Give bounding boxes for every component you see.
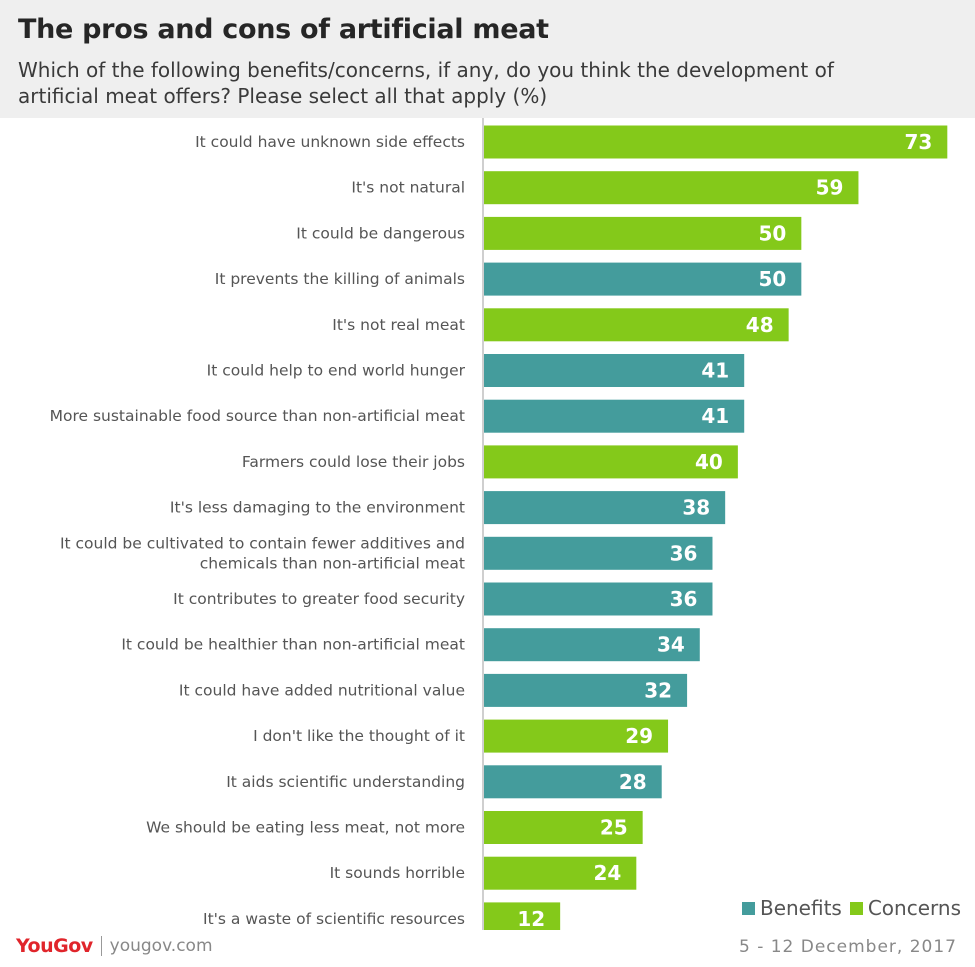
bar-concerns bbox=[484, 171, 859, 205]
category-label: It could be healthier than non-artificia… bbox=[121, 636, 465, 654]
bar-concerns bbox=[484, 811, 643, 844]
category-label: It sounds horrible bbox=[330, 864, 465, 882]
bar-value-label: 36 bbox=[670, 587, 698, 611]
bar-value-label: 41 bbox=[701, 404, 729, 428]
bar-value-label: 59 bbox=[816, 176, 844, 200]
bar-benefits bbox=[484, 765, 662, 799]
category-label: It's not natural bbox=[351, 179, 465, 197]
bar-concerns bbox=[484, 902, 561, 930]
bar-benefits bbox=[484, 536, 713, 570]
bar-value-label: 28 bbox=[619, 770, 647, 794]
yougov-logo: YouGov bbox=[16, 935, 93, 957]
bar-value-label: 38 bbox=[682, 496, 710, 520]
legend-label-benefits: Benefits bbox=[759, 896, 842, 920]
bar-concerns bbox=[484, 445, 738, 479]
bar-benefits bbox=[484, 262, 802, 296]
bar-value-label: 41 bbox=[701, 359, 729, 383]
category-label: We should be eating less meat, not more bbox=[146, 819, 465, 837]
category-label: It contributes to greater food security bbox=[173, 590, 465, 608]
category-label: More sustainable food source than non-ar… bbox=[50, 407, 465, 425]
bar-benefits bbox=[484, 582, 713, 616]
bar-benefits bbox=[484, 491, 726, 525]
fieldwork-date: 5 - 12 December, 2017 bbox=[738, 937, 957, 957]
chart-subtitle: Which of the following benefits/concerns… bbox=[18, 58, 834, 108]
category-label: It prevents the killing of animals bbox=[215, 270, 465, 288]
bar-benefits bbox=[484, 354, 745, 387]
category-label: It could be cultivated to contain fewer … bbox=[60, 534, 465, 572]
bar-value-label: 12 bbox=[517, 907, 545, 930]
category-label: It could have unknown side effects bbox=[195, 133, 465, 151]
legend-item-benefits: Benefits bbox=[741, 896, 842, 920]
chart-legend: Benefits Concerns bbox=[734, 896, 961, 920]
bar-benefits bbox=[484, 673, 688, 707]
category-label: It could help to end world hunger bbox=[207, 362, 466, 380]
bar-value-label: 29 bbox=[625, 724, 653, 748]
category-label: It's not real meat bbox=[332, 316, 465, 334]
bar-value-label: 34 bbox=[657, 633, 685, 657]
bar-value-label: 24 bbox=[593, 861, 621, 885]
bar-benefits bbox=[484, 628, 700, 662]
bar-value-label: 48 bbox=[746, 313, 774, 337]
brand-site: yougov.com bbox=[109, 936, 213, 956]
bar-concerns bbox=[484, 308, 789, 342]
bar-concerns bbox=[484, 125, 948, 159]
bar-concerns bbox=[484, 719, 669, 753]
bar-value-label: 36 bbox=[670, 541, 698, 565]
bar-value-label: 40 bbox=[695, 450, 723, 474]
bar-value-label: 73 bbox=[904, 130, 932, 154]
chart-title: The pros and cons of artificial meat bbox=[18, 14, 549, 45]
bar-benefits bbox=[484, 399, 745, 433]
chart-header: The pros and cons of artificial meat Whi… bbox=[0, 0, 975, 118]
legend-label-concerns: Concerns bbox=[867, 896, 961, 920]
legend-swatch-benefits bbox=[741, 901, 755, 915]
legend-swatch-concerns bbox=[849, 901, 863, 915]
bar-concerns bbox=[484, 856, 637, 890]
category-label: It's less damaging to the environment bbox=[170, 499, 465, 517]
category-label: I don't like the thought of it bbox=[253, 727, 465, 745]
bar-value-label: 32 bbox=[644, 678, 672, 702]
footer-brand: YouGov yougov.com bbox=[16, 935, 213, 957]
bar-chart: 73 It could have unknown side effects 59 It… bbox=[50, 118, 948, 930]
category-label: It could be dangerous bbox=[296, 224, 465, 242]
bar-concerns bbox=[484, 216, 802, 250]
bar-value-label: 50 bbox=[758, 221, 786, 245]
category-label: It could have added nutritional value bbox=[179, 681, 465, 699]
category-label: It aids scientific understanding bbox=[226, 773, 465, 791]
bar-value-label: 25 bbox=[600, 816, 628, 840]
category-label: It's a waste of scientific resources bbox=[203, 910, 465, 928]
bar-value-label: 50 bbox=[758, 267, 786, 291]
legend-item-concerns: Concerns bbox=[849, 896, 961, 920]
brand-divider bbox=[100, 936, 102, 956]
category-label: Farmers could lose their jobs bbox=[242, 453, 465, 471]
